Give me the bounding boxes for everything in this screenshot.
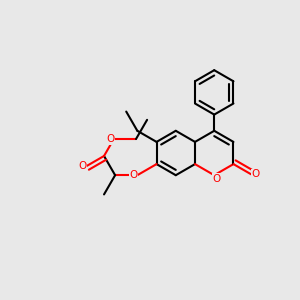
- Text: O: O: [130, 170, 138, 180]
- Text: O: O: [251, 169, 260, 179]
- Text: O: O: [78, 161, 86, 171]
- Text: O: O: [106, 134, 114, 144]
- Text: O: O: [212, 174, 221, 184]
